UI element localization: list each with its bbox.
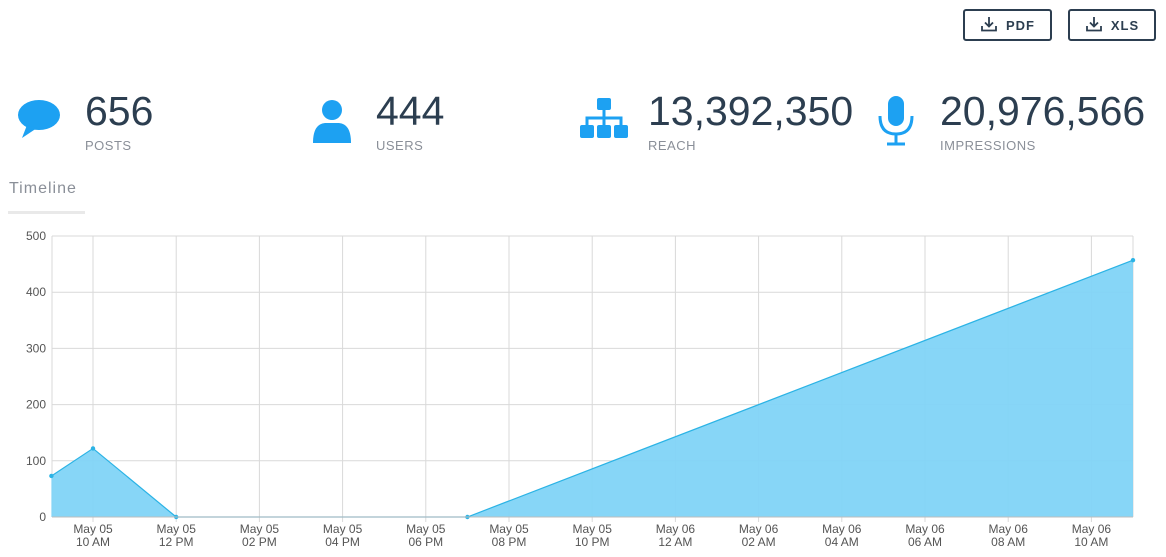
x-tick-label: May 05 <box>573 522 613 536</box>
x-tick-label: 06 PM <box>408 535 443 549</box>
microphone-icon <box>872 96 922 146</box>
x-tick-label: May 06 <box>905 522 945 536</box>
y-tick-label: 300 <box>26 341 46 355</box>
pdf-button-label: PDF <box>1006 17 1035 33</box>
y-tick-label: 500 <box>26 229 46 243</box>
x-tick-label: May 06 <box>656 522 696 536</box>
x-tick-label: 04 PM <box>325 535 360 549</box>
download-icon <box>1085 15 1103 36</box>
x-tick-label: May 05 <box>406 522 446 536</box>
stat-posts-value: 656 <box>85 88 154 134</box>
x-tick-label: May 05 <box>323 522 363 536</box>
download-icon <box>980 15 998 36</box>
x-tick-label: May 06 <box>989 522 1029 536</box>
x-tick-label: May 05 <box>157 522 197 536</box>
x-tick-label: 02 AM <box>742 535 776 549</box>
x-tick-label: 02 PM <box>242 535 277 549</box>
stat-impressions-value: 20,976,566 <box>940 88 1146 134</box>
pdf-download-button[interactable]: PDF <box>963 9 1052 41</box>
chat-bubble-icon <box>17 96 67 146</box>
user-icon <box>308 96 358 146</box>
stat-reach-value: 13,392,350 <box>648 88 854 134</box>
x-tick-label: 10 PM <box>575 535 610 549</box>
data-point <box>90 446 96 451</box>
x-tick-label: 08 PM <box>492 535 527 549</box>
xls-download-button[interactable]: XLS <box>1068 9 1156 41</box>
x-tick-label: 12 PM <box>159 535 194 549</box>
x-tick-label: May 05 <box>240 522 280 536</box>
data-point <box>1130 257 1136 263</box>
stat-impressions-label: IMPRESSIONS <box>940 138 1036 153</box>
x-tick-label: May 06 <box>1072 522 1112 536</box>
stat-users-value: 444 <box>376 88 445 134</box>
x-tick-label: 10 AM <box>1074 535 1108 549</box>
x-tick-label: 12 AM <box>658 535 692 549</box>
y-tick-label: 100 <box>26 454 46 468</box>
area-series <box>51 260 1133 517</box>
x-tick-label: May 06 <box>739 522 779 536</box>
x-tick-label: 10 AM <box>76 535 110 549</box>
y-tick-label: 400 <box>26 285 46 299</box>
hierarchy-icon <box>580 96 630 146</box>
data-point <box>49 473 54 479</box>
stat-reach-label: REACH <box>648 138 697 153</box>
x-tick-label: 08 AM <box>991 535 1025 549</box>
x-tick-label: May 06 <box>822 522 862 536</box>
stat-posts-label: POSTS <box>85 138 132 153</box>
y-tick-label: 200 <box>26 398 46 412</box>
xls-button-label: XLS <box>1110 17 1140 33</box>
y-tick-label: 0 <box>39 510 46 524</box>
x-tick-label: 06 AM <box>908 535 942 549</box>
x-tick-label: May 05 <box>73 522 113 536</box>
tab-timeline[interactable]: Timeline <box>8 178 85 214</box>
x-tick-label: 04 AM <box>825 535 859 549</box>
x-tick-label: May 05 <box>489 522 529 536</box>
stat-users-label: USERS <box>376 138 424 153</box>
